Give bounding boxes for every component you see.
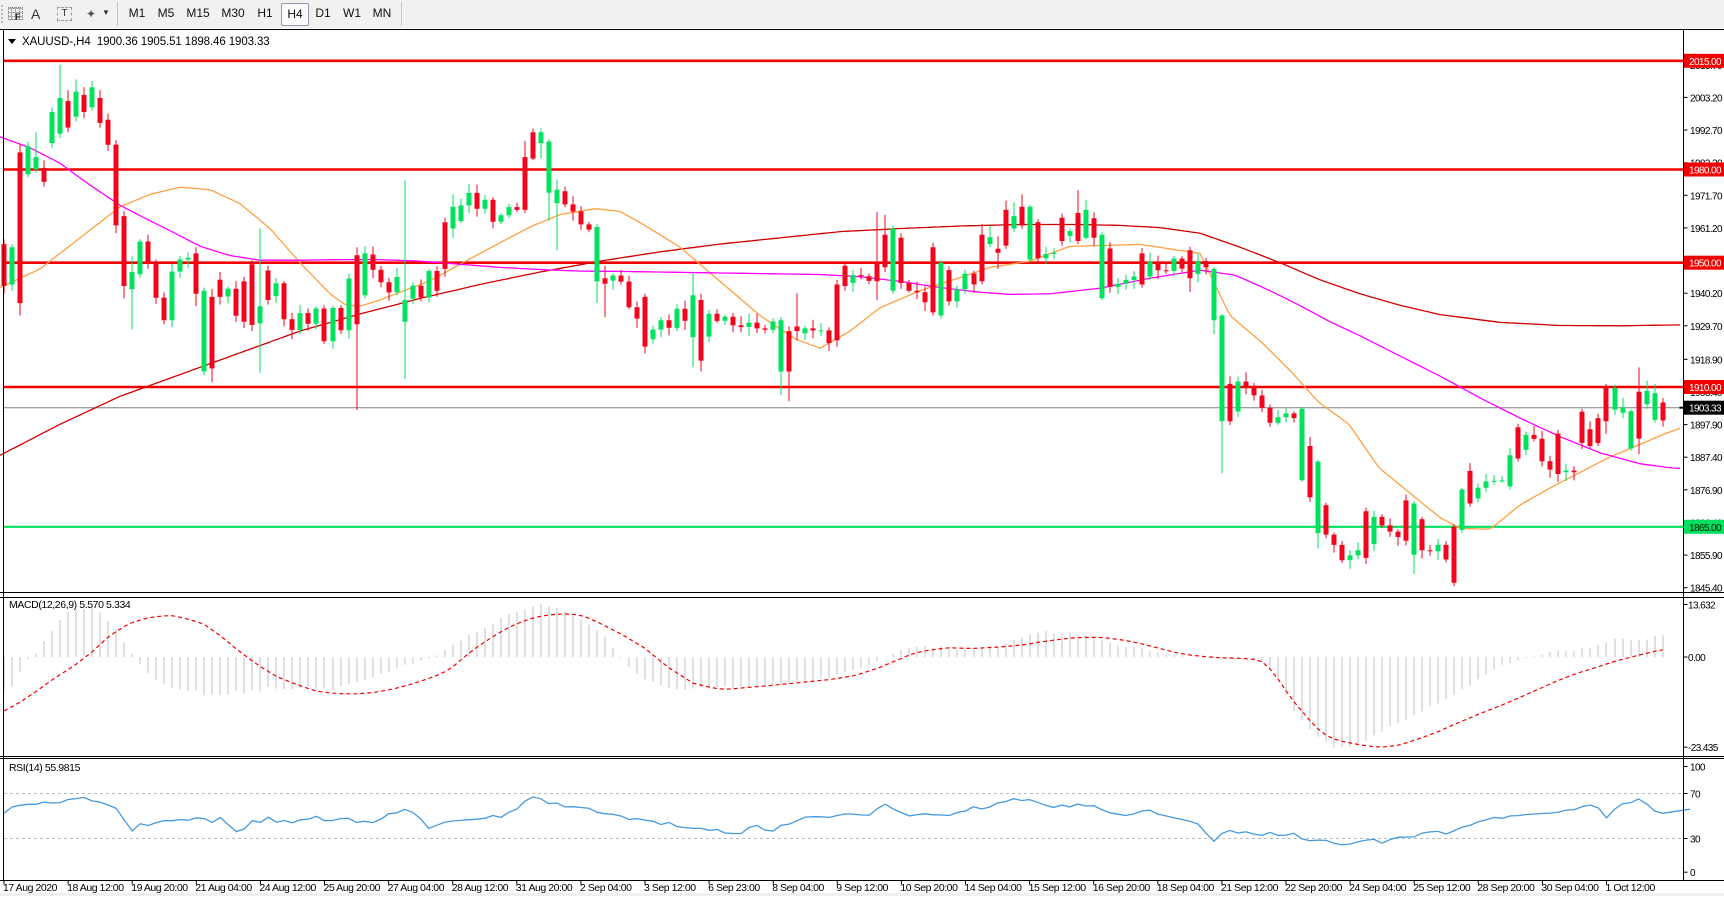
svg-text:22 Sep 20:00: 22 Sep 20:00 [1285,882,1343,894]
svg-text:2 Sep 04:00: 2 Sep 04:00 [580,882,632,894]
svg-text:15 Sep 12:00: 15 Sep 12:00 [1029,882,1087,894]
svg-text:1940.20: 1940.20 [1690,289,1723,300]
svg-text:1971.70: 1971.70 [1690,191,1723,202]
svg-text:18 Aug 12:00: 18 Aug 12:00 [67,882,124,894]
svg-text:MACD(12,26,9) 5.570 5.334: MACD(12,26,9) 5.570 5.334 [9,599,131,611]
svg-text:1 Oct 12:00: 1 Oct 12:00 [1606,882,1656,894]
svg-text:2003.20: 2003.20 [1690,93,1723,104]
svg-text:0: 0 [1690,868,1696,879]
svg-text:31 Aug 20:00: 31 Aug 20:00 [516,882,573,894]
svg-text:1845.40: 1845.40 [1690,584,1723,595]
svg-text:1929.70: 1929.70 [1690,322,1723,333]
svg-text:XAUUSD-,H4 1900.36 1905.51 18: XAUUSD-,H4 1900.36 1905.51 1898.46 1903.… [22,36,270,48]
svg-text:6 Sep 23:00: 6 Sep 23:00 [708,882,760,894]
svg-text:1855.90: 1855.90 [1690,551,1723,562]
svg-text:14 Sep 04:00: 14 Sep 04:00 [965,882,1023,894]
svg-text:-23.435: -23.435 [1688,743,1719,754]
svg-text:1918.90: 1918.90 [1690,355,1723,366]
svg-text:RSI(14) 55.9815: RSI(14) 55.9815 [9,762,81,774]
svg-text:1876.90: 1876.90 [1690,486,1723,497]
svg-text:25 Sep 12:00: 25 Sep 12:00 [1413,882,1471,894]
svg-text:1910.00: 1910.00 [1689,383,1722,394]
svg-text:1865.00: 1865.00 [1689,523,1722,534]
svg-text:8 Sep 04:00: 8 Sep 04:00 [772,882,824,894]
svg-text:10 Sep 20:00: 10 Sep 20:00 [900,882,958,894]
svg-text:1980.00: 1980.00 [1689,166,1722,177]
svg-text:27 Aug 04:00: 27 Aug 04:00 [388,882,445,894]
svg-text:9 Sep 12:00: 9 Sep 12:00 [836,882,888,894]
svg-text:1961.20: 1961.20 [1690,224,1723,235]
svg-text:28 Sep 20:00: 28 Sep 20:00 [1477,882,1535,894]
svg-text:30 Sep 04:00: 30 Sep 04:00 [1541,882,1599,894]
svg-text:1897.90: 1897.90 [1690,421,1723,432]
svg-text:19 Aug 20:00: 19 Aug 20:00 [131,882,188,894]
svg-text:24 Sep 04:00: 24 Sep 04:00 [1349,882,1407,894]
svg-text:28 Aug 12:00: 28 Aug 12:00 [452,882,509,894]
svg-text:1887.40: 1887.40 [1690,453,1723,464]
svg-text:2015.00: 2015.00 [1689,57,1722,68]
svg-text:16 Sep 20:00: 16 Sep 20:00 [1093,882,1151,894]
svg-text:21 Sep 12:00: 21 Sep 12:00 [1221,882,1279,894]
svg-text:24 Aug 12:00: 24 Aug 12:00 [259,882,316,894]
svg-text:25 Aug 20:00: 25 Aug 20:00 [324,882,381,894]
svg-text:70: 70 [1690,790,1701,801]
svg-text:1992.70: 1992.70 [1690,126,1723,137]
svg-text:13.632: 13.632 [1688,601,1716,612]
svg-text:1903.33: 1903.33 [1689,404,1722,415]
svg-text:17 Aug 2020: 17 Aug 2020 [3,882,58,894]
svg-text:21 Aug 04:00: 21 Aug 04:00 [195,882,252,894]
svg-text:0.00: 0.00 [1688,653,1706,664]
svg-text:30: 30 [1690,835,1701,846]
svg-text:3 Sep 12:00: 3 Sep 12:00 [644,882,696,894]
svg-text:1950.00: 1950.00 [1689,259,1722,270]
svg-text:100: 100 [1690,763,1706,774]
svg-text:18 Sep 04:00: 18 Sep 04:00 [1157,882,1215,894]
